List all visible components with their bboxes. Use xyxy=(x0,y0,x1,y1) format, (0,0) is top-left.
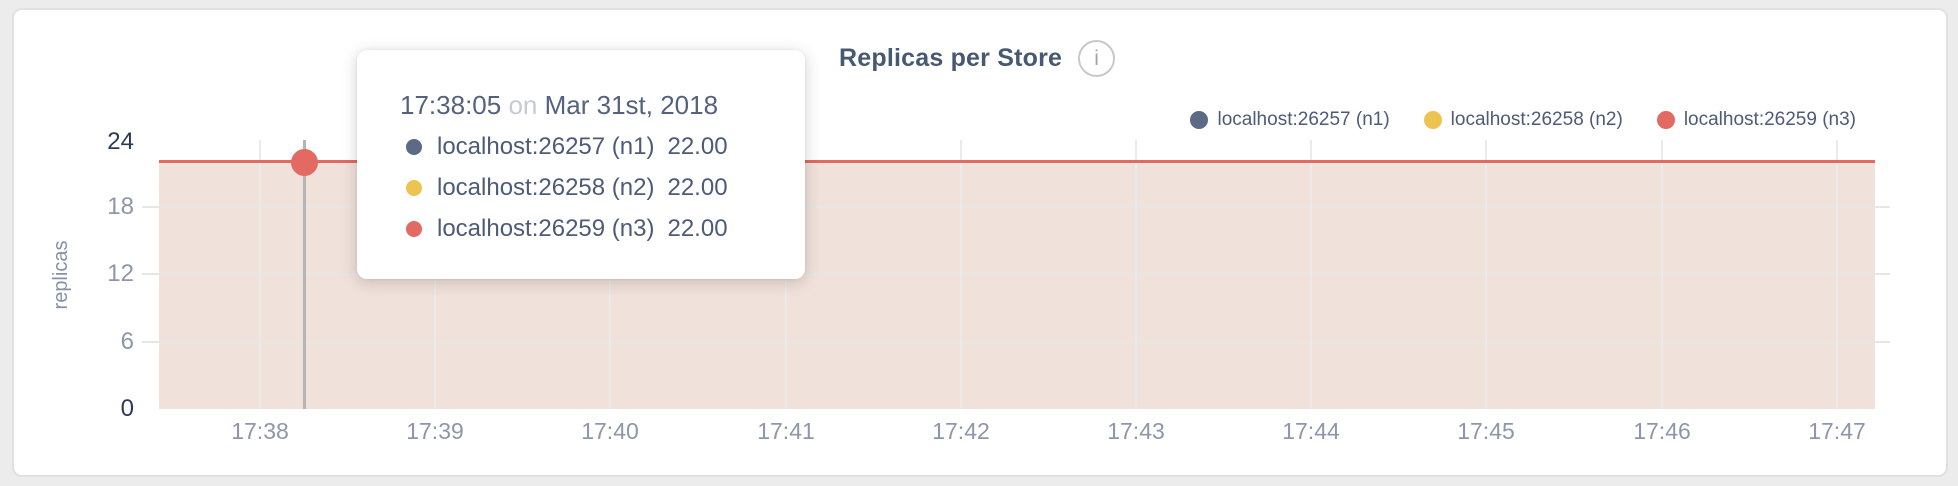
tooltip-row-n3: localhost:26259 (n3) 22.00 xyxy=(398,208,805,249)
legend-dot-icon xyxy=(1656,111,1675,129)
tooltip-date: Mar 31st, 2018 xyxy=(544,90,719,120)
gridline-horizontal xyxy=(142,341,1890,343)
tooltip-rows: localhost:26257 (n1) 22.00 localhost:262… xyxy=(398,126,805,249)
gridline-vertical xyxy=(960,140,962,409)
tooltip-series-label: localhost:26258 (n2) xyxy=(437,173,655,201)
x-tick: 17:41 xyxy=(757,418,815,444)
gridline-horizontal xyxy=(142,206,1890,208)
gridline-vertical xyxy=(259,140,261,409)
x-tick: 17:47 xyxy=(1808,418,1866,444)
chart-header: Replicas per Store i xyxy=(839,38,1116,78)
x-tick: 17:40 xyxy=(581,418,639,444)
x-tick: 17:42 xyxy=(932,418,990,444)
series-line-replicas xyxy=(159,160,1875,163)
chart-card: Replicas per Store i localhost:26257 (n1… xyxy=(12,8,1948,477)
series-dot-icon xyxy=(406,220,422,237)
x-tick: 17:43 xyxy=(1107,418,1165,444)
hover-guideline xyxy=(303,140,306,409)
tooltip-series-value: 22.00 xyxy=(667,132,728,160)
tooltip-series-value: 22.00 xyxy=(667,173,728,201)
y-tick-18: 18 xyxy=(107,193,134,220)
legend-item-n2[interactable]: localhost:26258 (n2) xyxy=(1423,109,1623,131)
chart-legend: localhost:26257 (n1) localhost:26258 (n2… xyxy=(1190,102,1856,138)
gridline-vertical xyxy=(1836,140,1838,409)
gridline-vertical xyxy=(1310,140,1312,409)
legend-dot-icon xyxy=(1190,111,1209,129)
x-tick: 17:46 xyxy=(1633,418,1691,444)
x-tick: 17:39 xyxy=(406,418,464,444)
tooltip-conjunction: on xyxy=(508,90,538,120)
x-tick: 17:38 xyxy=(231,418,289,444)
gridline-horizontal xyxy=(142,273,1890,275)
x-tick: 17:45 xyxy=(1457,418,1515,444)
gridline-vertical xyxy=(1485,140,1487,409)
hover-point-marker[interactable] xyxy=(291,149,318,176)
y-tick-6: 6 xyxy=(120,328,134,355)
tooltip-series-label: localhost:26257 (n1) xyxy=(437,132,655,160)
chart-title: Replicas per Store xyxy=(839,43,1063,72)
tooltip-row-n2: localhost:26258 (n2) 22.00 xyxy=(398,167,805,208)
info-icon[interactable]: i xyxy=(1078,39,1116,77)
legend-item-n3[interactable]: localhost:26259 (n3) xyxy=(1656,109,1856,131)
gridline-vertical xyxy=(1661,140,1663,409)
tooltip-time: 17:38:05 xyxy=(400,90,502,120)
tooltip-row-n1: localhost:26257 (n1) 22.00 xyxy=(398,126,805,167)
tooltip-timestamp: 17:38:05 on Mar 31st, 2018 xyxy=(400,90,781,120)
legend-label: localhost:26259 (n3) xyxy=(1683,109,1856,130)
legend-label: localhost:26258 (n2) xyxy=(1450,109,1623,130)
hover-tooltip: 17:38:05 on Mar 31st, 2018 localhost:262… xyxy=(357,50,805,279)
y-tick-24: 24 xyxy=(107,128,134,155)
tooltip-series-value: 22.00 xyxy=(667,214,728,242)
y-tick-12: 12 xyxy=(107,260,134,287)
legend-dot-icon xyxy=(1423,111,1442,129)
series-dot-icon xyxy=(406,138,422,155)
gridline-vertical xyxy=(1135,140,1137,409)
legend-label: localhost:26257 (n1) xyxy=(1217,109,1390,130)
tooltip-series-label: localhost:26259 (n3) xyxy=(437,214,655,242)
series-dot-icon xyxy=(406,179,422,196)
y-tick-0: 0 xyxy=(120,395,134,422)
legend-item-n1[interactable]: localhost:26257 (n1) xyxy=(1190,109,1390,131)
x-tick: 17:44 xyxy=(1282,418,1340,444)
